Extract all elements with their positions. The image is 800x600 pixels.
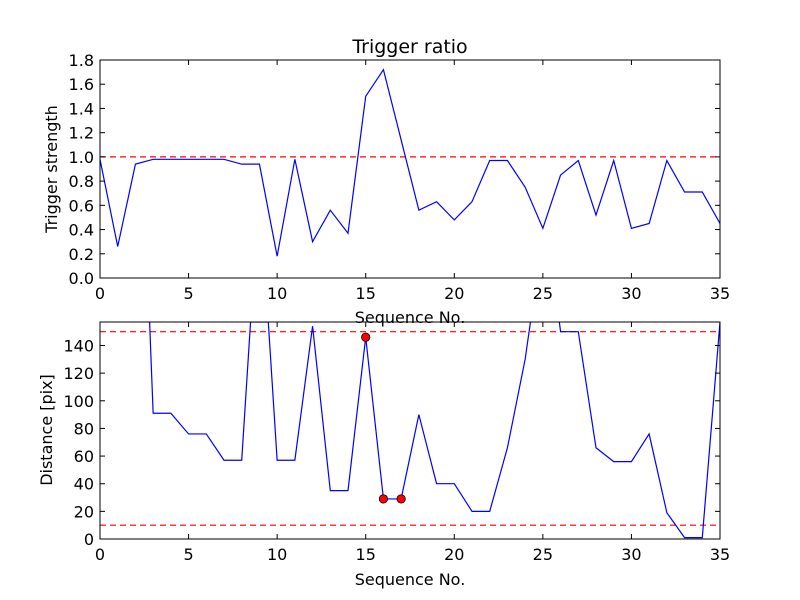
plot-frame	[99, 321, 721, 540]
series-line	[100, 68, 720, 257]
y-tick-label: 0	[84, 530, 94, 549]
x-tick-label: 25	[533, 545, 553, 564]
y-tick-label: 1.4	[69, 99, 94, 118]
x-axis-label: Sequence No.	[355, 570, 466, 589]
x-tick-label: 10	[267, 545, 287, 564]
y-tick-label: 0.2	[69, 245, 94, 264]
chart-title: Trigger ratio	[351, 36, 467, 58]
distance-chart: 0 5 10 15 20 25 30 35 0 20 40 60 80 100 120 140 Sequenc…	[37, 321, 730, 589]
y-tick-label: 0.4	[69, 221, 94, 240]
y-tick-label: 120	[63, 364, 94, 383]
y-tick-label: 0.0	[69, 269, 94, 288]
y-tick-label: 80	[74, 419, 94, 438]
y-tick-label: 100	[63, 392, 94, 411]
x-tick-label: 25	[533, 284, 553, 303]
x-tick-label: 15	[356, 284, 376, 303]
x-axis-label: Sequence No.	[355, 308, 466, 327]
y-tick-label: 1.6	[69, 75, 94, 94]
y-tick-label: 1.8	[69, 51, 94, 70]
x-tick-label: 20	[444, 545, 464, 564]
y-tick-label: 20	[74, 502, 94, 521]
x-tick-label: 0	[95, 284, 105, 303]
y-axis-label: Distance [pix]	[37, 374, 56, 486]
y-tick-label: 60	[74, 447, 94, 466]
x-tick-label: 35	[710, 545, 730, 564]
x-tick-label: 15	[356, 545, 376, 564]
x-tick-label: 0	[95, 545, 105, 564]
x-tick-label: 5	[183, 545, 193, 564]
y-tick-label: 0.8	[69, 172, 94, 191]
y-tick-label: 0.6	[69, 196, 94, 215]
y-axis-label: Trigger strength	[42, 105, 61, 234]
plot-frame	[99, 59, 721, 279]
y-tick-label: 40	[74, 475, 94, 494]
x-tick-label: 10	[267, 284, 287, 303]
x-tick-label: 35	[710, 284, 730, 303]
data-point-marker	[361, 332, 371, 342]
y-tick-label: 140	[63, 336, 94, 355]
trigger-ratio-chart: Trigger ratio 0 5 10 15 20 25 30 35 0.0 0.2 0.4 0.6…	[42, 36, 730, 327]
x-tick-label: 5	[183, 284, 193, 303]
x-tick-label: 30	[621, 545, 641, 564]
y-tick-label: 1.0	[69, 148, 94, 167]
x-tick-label: 20	[444, 284, 464, 303]
data-point-marker	[378, 494, 389, 504]
data-point-marker	[396, 494, 406, 504]
x-tick-label: 30	[621, 284, 641, 303]
y-tick-label: 1.2	[69, 124, 94, 143]
